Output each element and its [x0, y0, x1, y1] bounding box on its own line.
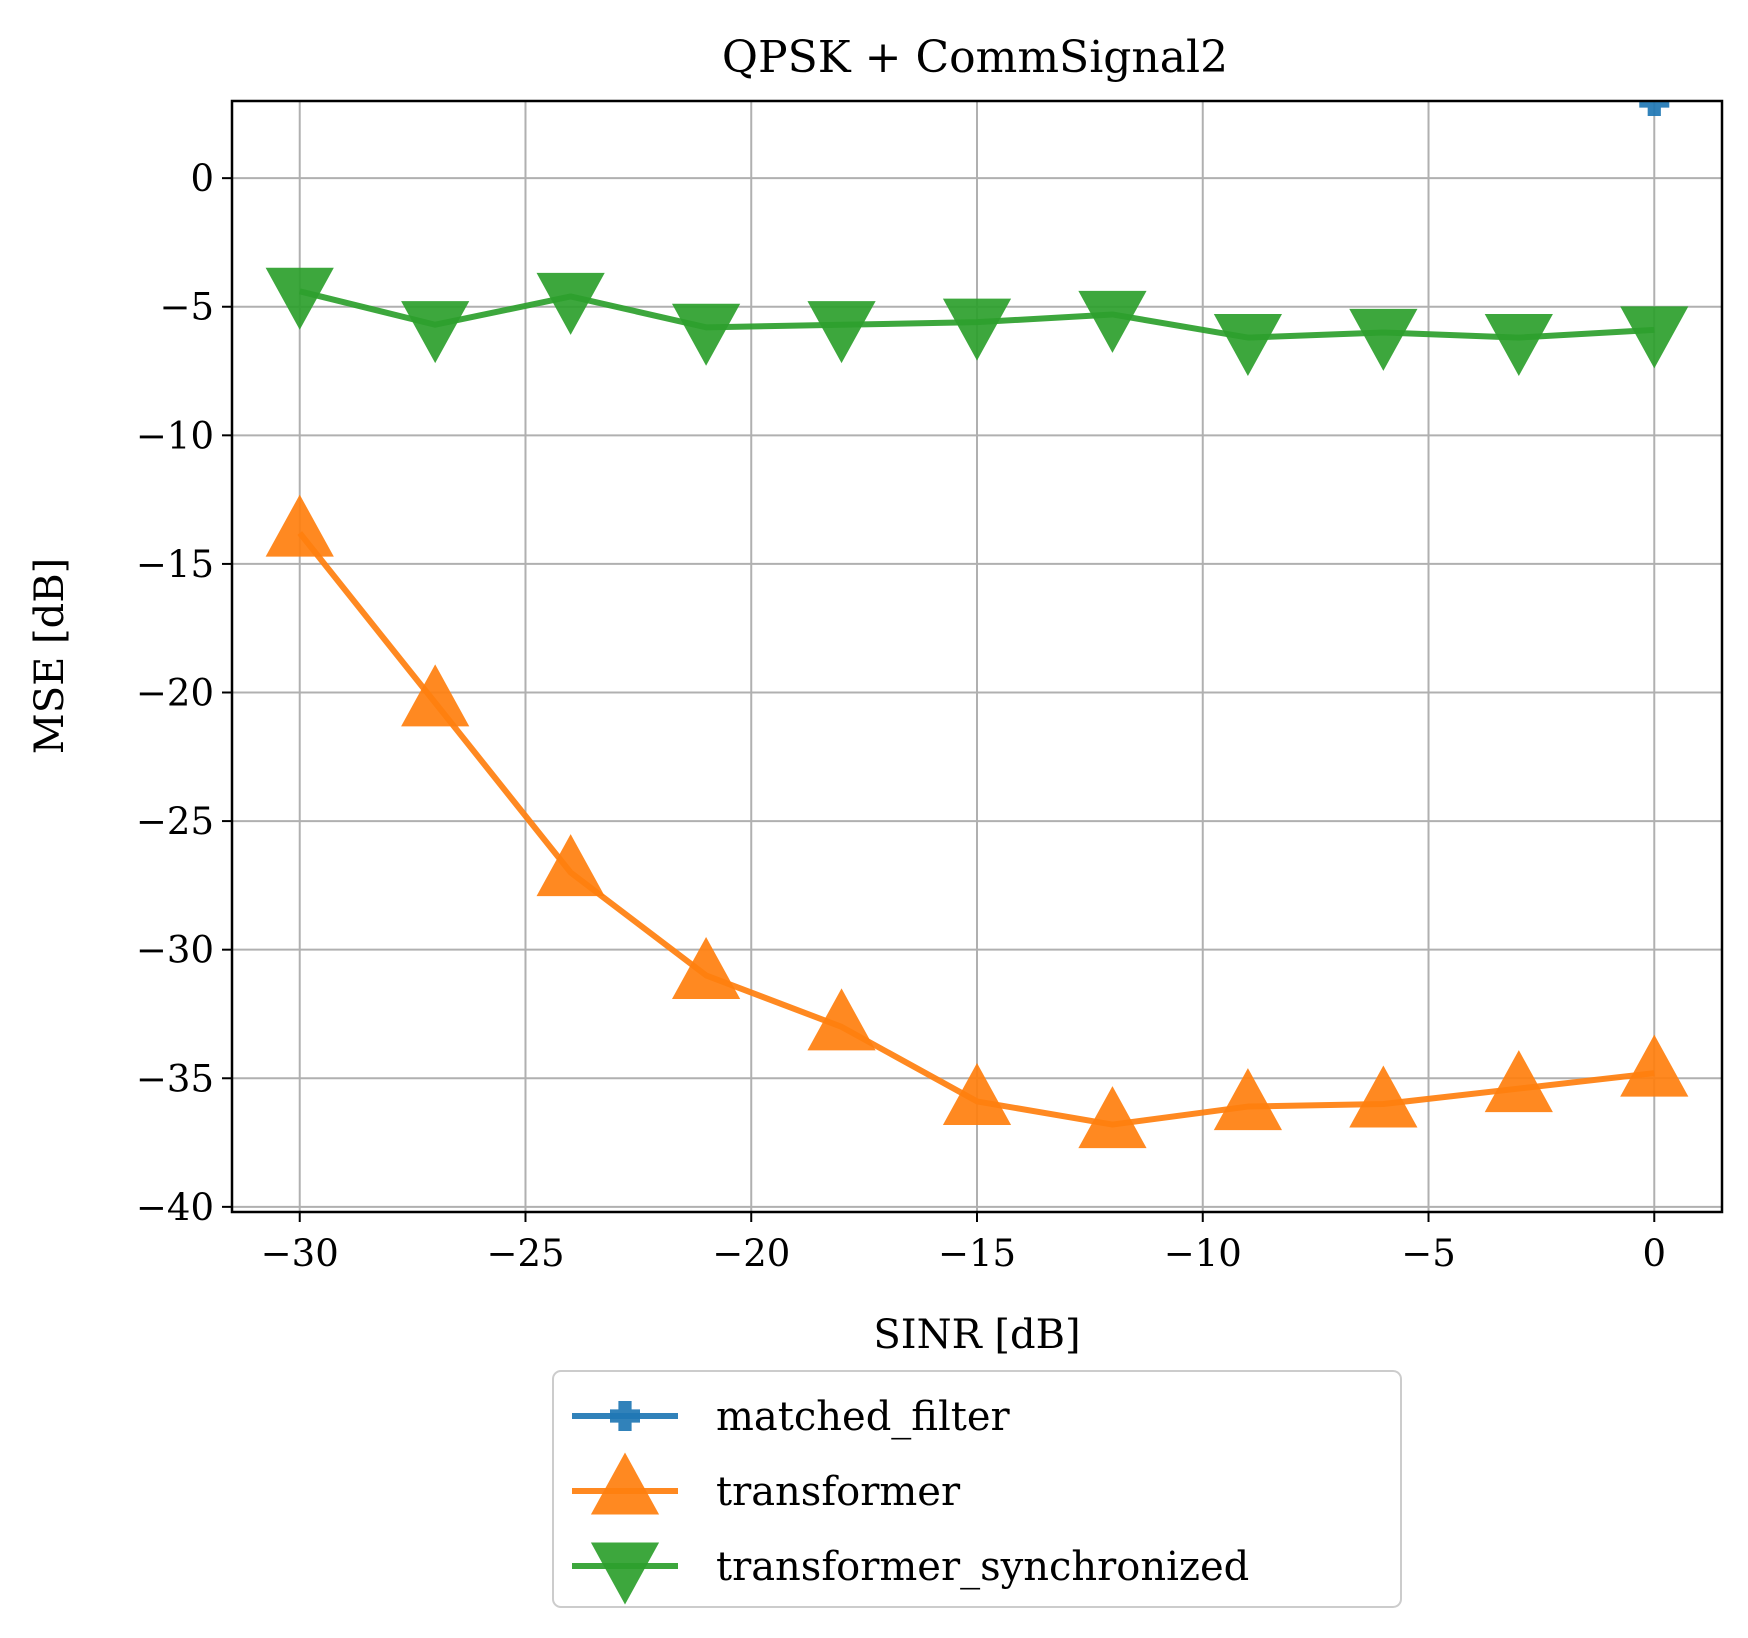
- y-tick-label: −40: [136, 1186, 214, 1229]
- y-axis-label: MSE [dB]: [27, 558, 73, 754]
- data-point-transformer_synchronized: [1078, 290, 1147, 353]
- x-tick-label: 0: [1642, 1232, 1666, 1275]
- data-point-transformer_synchronized: [1484, 314, 1553, 377]
- series-matched_filter: [1639, 101, 1670, 116]
- data-point-transformer: [401, 664, 470, 727]
- data-point-transformer: [1349, 1065, 1418, 1128]
- y-tick-label: −10: [136, 414, 214, 457]
- series-transformer: [265, 494, 1689, 1149]
- data-point-transformer_synchronized: [942, 298, 1012, 361]
- legend-label: transformer: [716, 1469, 961, 1515]
- data-point-transformer_synchronized: [671, 303, 741, 366]
- y-tick-label: −35: [136, 1057, 214, 1100]
- legend-box: [552, 1370, 1402, 1608]
- data-point-transformer: [265, 494, 334, 557]
- data-point-transformer_synchronized: [536, 272, 605, 335]
- data-point-transformer: [1078, 1086, 1147, 1149]
- data-point-matched_filter: [1639, 101, 1670, 116]
- x-tick-label: −15: [938, 1232, 1016, 1275]
- data-point-transformer: [942, 1062, 1012, 1125]
- data-point-transformer_synchronized: [265, 267, 334, 330]
- data-point-transformer: [807, 988, 876, 1051]
- data-point-transformer: [536, 834, 605, 897]
- data-point-transformer_synchronized: [807, 301, 876, 364]
- data-point-transformer: [1484, 1050, 1553, 1113]
- chart-title: QPSK + CommSignal2: [722, 32, 1228, 83]
- data-point-transformer: [1213, 1068, 1283, 1131]
- data-point-transformer: [671, 936, 741, 999]
- legend-label: matched_filter: [716, 1394, 1011, 1440]
- y-tick-label: −5: [159, 286, 214, 329]
- x-tick-label: −25: [486, 1232, 564, 1275]
- y-tick-label: 0: [190, 157, 214, 200]
- y-tick-label: −15: [136, 543, 214, 586]
- series-transformer_synchronized: [265, 267, 1689, 377]
- x-tick-label: −30: [261, 1232, 339, 1275]
- data-point-transformer_synchronized: [1349, 308, 1418, 371]
- legend-marker: [610, 1401, 640, 1431]
- legend-marker: [590, 1452, 660, 1515]
- x-tick-label: −10: [1164, 1232, 1242, 1275]
- legend-label: transformer_synchronized: [716, 1544, 1249, 1590]
- y-tick-label: −25: [136, 800, 214, 843]
- plot-series: [265, 101, 1689, 1149]
- data-point-transformer_synchronized: [1213, 314, 1283, 377]
- x-axis-label: SINR [dB]: [873, 1312, 1080, 1358]
- legend-marker: [590, 1542, 660, 1605]
- x-tick-label: −20: [712, 1232, 790, 1275]
- legend: matched_filter transformer transformer_syn…: [552, 1370, 1402, 1608]
- data-point-transformer: [1620, 1034, 1689, 1097]
- axis-ticks: −30 −25 −20 −15 −10 −5 0 0 −5 −10 −15 −20 −25 −30 −35 −…: [136, 157, 1666, 1275]
- y-tick-label: −30: [136, 929, 214, 972]
- data-point-transformer_synchronized: [1620, 306, 1689, 369]
- data-point-transformer_synchronized: [401, 301, 470, 364]
- y-tick-label: −20: [136, 672, 214, 715]
- x-tick-label: −5: [1401, 1232, 1456, 1275]
